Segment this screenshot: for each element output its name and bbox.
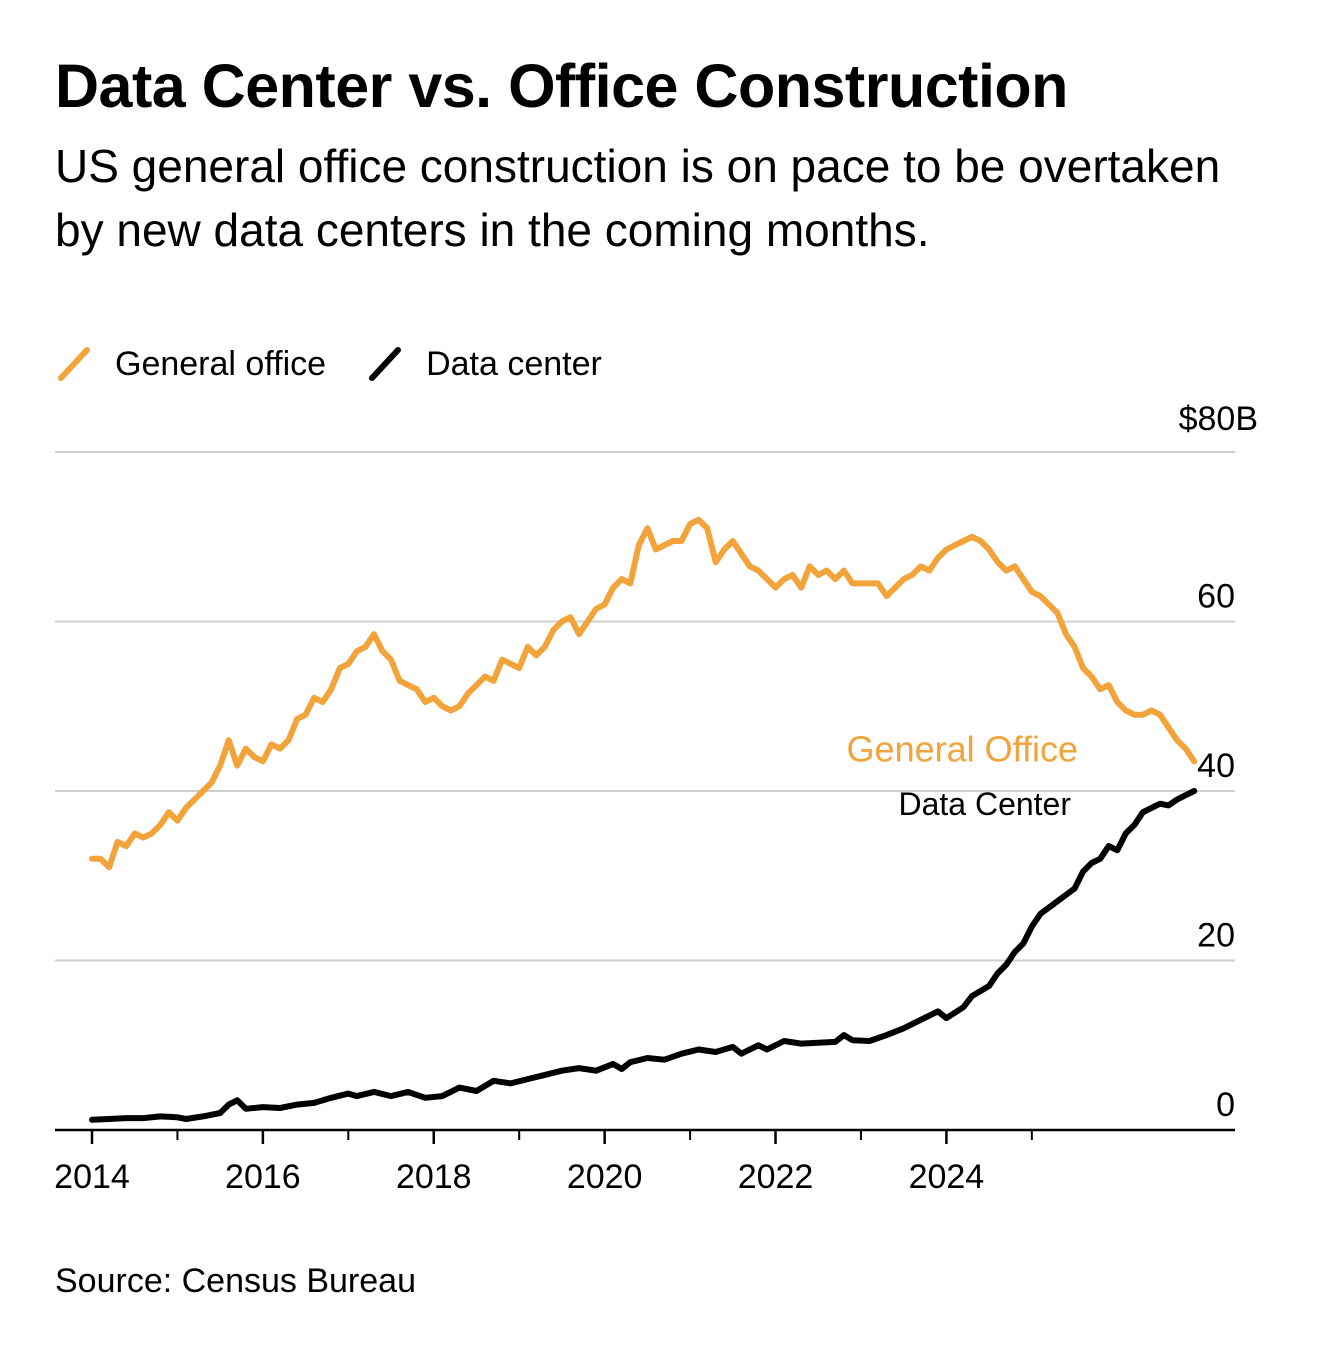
chart-subtitle: US general office construction is on pac… bbox=[55, 140, 1221, 256]
source-note: Source: Census Bureau bbox=[55, 1262, 416, 1300]
series-end-label-data-center: Data Center bbox=[898, 786, 1071, 822]
series-end-label-general-office: General Office bbox=[847, 729, 1078, 770]
y-tick-label: 60 bbox=[1197, 578, 1235, 616]
x-tick-label: 2024 bbox=[909, 1158, 985, 1196]
legend-item-data-center: Data center bbox=[366, 344, 602, 384]
x-tick-label: 2014 bbox=[54, 1158, 130, 1196]
legend-line-icon bbox=[58, 347, 90, 381]
legend-swatch-line bbox=[58, 347, 90, 381]
series-line-data-center bbox=[89, 788, 1198, 1123]
legend-label: General office bbox=[115, 344, 327, 383]
y-tick-label: 20 bbox=[1197, 917, 1235, 955]
legend-item-general-office: General office bbox=[55, 344, 326, 384]
legend-line-icon bbox=[369, 347, 402, 381]
x-tick-label: 2022 bbox=[738, 1158, 814, 1196]
series-line-general-office bbox=[89, 516, 1198, 871]
y-tick-label: 40 bbox=[1197, 747, 1235, 785]
x-tick-label: 2016 bbox=[225, 1158, 301, 1196]
legend: General office Data center bbox=[55, 340, 642, 388]
legend-label: Data center bbox=[426, 344, 602, 383]
y-tick-label: 0 bbox=[1216, 1086, 1235, 1124]
chart-title: Data Center vs. Office Construction bbox=[55, 52, 1068, 120]
y-unit-label: $80B bbox=[1179, 400, 1258, 438]
line-chart: 0 20 40 60 $80B 2014 2016 2018 2020 2022 2024 Gener… bbox=[54, 400, 1258, 1196]
x-tick-label: 2018 bbox=[396, 1158, 472, 1196]
x-tick-label: 2020 bbox=[567, 1158, 643, 1196]
legend-swatch-line bbox=[369, 347, 402, 381]
